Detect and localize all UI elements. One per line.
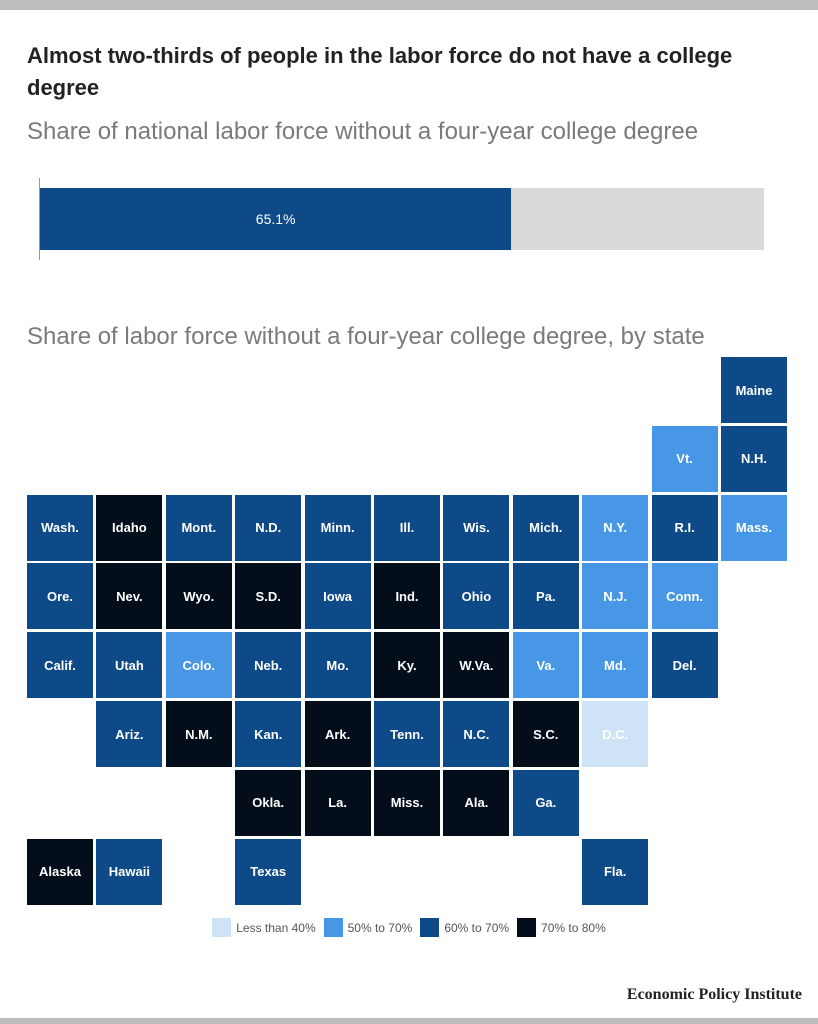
state-tile: La. xyxy=(304,769,371,836)
top-border xyxy=(0,0,818,10)
state-tile: Wash. xyxy=(27,494,93,561)
state-tile: Ala. xyxy=(443,769,510,836)
state-tile: D.C. xyxy=(582,701,649,767)
state-tile: Va. xyxy=(512,632,579,699)
state-tile: Ark. xyxy=(304,701,371,767)
state-tile: N.J. xyxy=(582,563,649,630)
state-tile: Mich. xyxy=(512,494,579,561)
legend-item: 50% to 70% xyxy=(323,918,413,937)
state-tile: Md. xyxy=(582,632,649,699)
legend-item: 70% to 80% xyxy=(517,918,606,937)
state-tile: Neb. xyxy=(235,632,302,699)
state-tile: N.C. xyxy=(443,701,510,767)
state-tile: Utah xyxy=(96,632,163,699)
state-tile: Mont. xyxy=(165,494,232,561)
legend: Less than 40% 50% to 70% 60% to 70% 70% to … xyxy=(0,918,818,937)
state-tile: Wyo. xyxy=(165,563,232,630)
state-tile: Conn. xyxy=(651,563,718,630)
state-tile: Pa. xyxy=(512,563,579,630)
state-tile: S.C. xyxy=(512,701,579,767)
state-tile: Idaho xyxy=(96,494,163,561)
bottom-border xyxy=(0,1018,818,1024)
state-tile: Vt. xyxy=(651,425,718,492)
legend-swatch xyxy=(323,918,343,937)
legend-label: 70% to 80% xyxy=(541,920,606,935)
legend-swatch xyxy=(517,918,537,937)
state-tile: S.D. xyxy=(235,563,302,630)
state-tile: Okla. xyxy=(235,769,302,836)
state-tile: Minn. xyxy=(304,494,371,561)
state-tile: Ky. xyxy=(374,632,440,699)
legend-label: Less than 40% xyxy=(236,920,316,935)
state-tile: Alaska xyxy=(27,838,93,905)
bar-subtitle: Share of national labor force without a … xyxy=(27,118,699,145)
state-tile: Fla. xyxy=(582,838,649,905)
bar-fill xyxy=(40,188,512,250)
state-tile: Wis. xyxy=(443,494,510,561)
bar-background: 65.1% xyxy=(40,188,764,250)
state-tile: N.D. xyxy=(235,494,302,561)
state-tile: N.Y. xyxy=(582,494,649,561)
legend-item: 60% to 70% xyxy=(420,918,509,937)
state-tile: Tenn. xyxy=(374,701,440,767)
legend-label: 50% to 70% xyxy=(347,920,413,935)
legend-item: Less than 40% xyxy=(212,918,316,937)
state-tile: Ariz. xyxy=(96,701,163,767)
state-tile: Calif. xyxy=(27,632,93,699)
state-tile: Maine xyxy=(721,357,787,423)
state-tile: Miss. xyxy=(374,769,440,836)
state-tile: Ind. xyxy=(374,563,440,630)
legend-swatch xyxy=(420,918,440,937)
bar-axis xyxy=(39,178,40,260)
state-tile: Nev. xyxy=(96,563,163,630)
state-tile: Del. xyxy=(651,632,718,699)
state-tile: Colo. xyxy=(165,632,232,699)
state-tile: W.Va. xyxy=(443,632,510,699)
bar-value-label: 65.1% xyxy=(255,211,296,227)
state-tile: N.H. xyxy=(721,425,787,492)
legend-swatch xyxy=(212,918,232,937)
state-tile: Ore. xyxy=(27,563,93,630)
state-tile: Texas xyxy=(235,838,302,905)
state-tile: Mo. xyxy=(304,632,371,699)
state-tile: Ohio xyxy=(443,563,510,630)
state-tile: Kan. xyxy=(235,701,302,767)
state-tile: N.M. xyxy=(165,701,232,767)
state-tile: R.I. xyxy=(651,494,718,561)
legend-label: 60% to 70% xyxy=(444,920,510,935)
state-tile: Ga. xyxy=(512,769,579,836)
state-tile: Ill. xyxy=(374,494,440,561)
state-tile: Hawaii xyxy=(96,838,163,905)
map-subtitle: Share of labor force without a four-year… xyxy=(27,323,705,350)
state-tile: Iowa xyxy=(304,563,371,630)
chart-title: Almost two-thirds of people in the labor… xyxy=(27,43,733,100)
brand-logo: Economic Policy Institute xyxy=(626,986,802,1003)
state-tile: Mass. xyxy=(721,494,787,561)
